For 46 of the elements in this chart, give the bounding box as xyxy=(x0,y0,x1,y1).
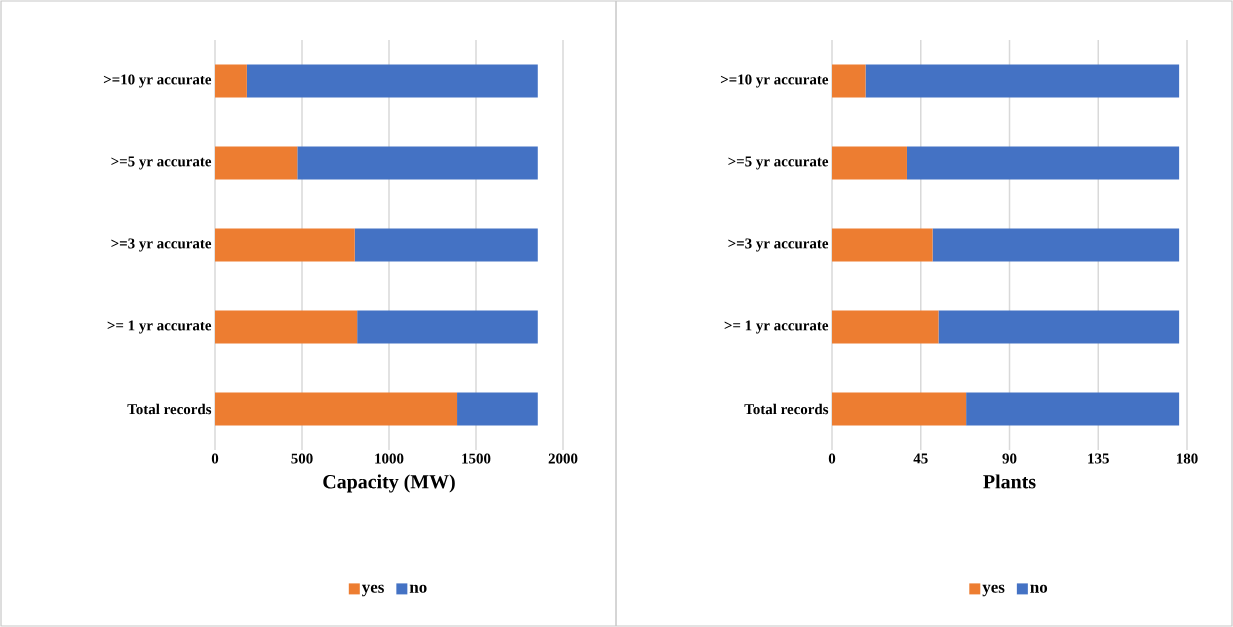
bar xyxy=(297,146,538,180)
x-axis-title: Capacity (MW) xyxy=(323,474,455,493)
x-tick-label: 90 xyxy=(1002,453,1017,464)
bar xyxy=(832,64,866,98)
x-tick-label: 2000 xyxy=(548,453,578,464)
bar xyxy=(215,228,355,262)
legend-label: no xyxy=(1030,584,1048,593)
bar xyxy=(832,310,939,344)
bar xyxy=(215,146,298,180)
y-tick-label: >= 1 yr accurate xyxy=(107,320,212,334)
y-tick-label: >=10 yr accurate xyxy=(720,74,829,88)
y-tick-label: >=3 yr accurate xyxy=(728,238,829,252)
y-tick-label: >=10 yr accurate xyxy=(103,74,212,88)
y-tick-label: >= 1 yr accurate xyxy=(724,320,829,334)
bar xyxy=(966,392,1180,426)
bar xyxy=(938,310,1180,344)
bar xyxy=(357,310,538,344)
bar xyxy=(832,146,907,180)
bar xyxy=(906,146,1180,180)
legend-label: yes xyxy=(361,584,384,597)
x-tick-label: 180 xyxy=(1177,453,1198,464)
bar xyxy=(215,392,458,426)
x-axis-title: Plants xyxy=(983,474,1036,489)
y-tick-label: >=5 yr accurate xyxy=(728,156,829,170)
x-tick-label: 0 xyxy=(211,453,219,464)
y-tick-label: >=3 yr accurate xyxy=(111,238,212,252)
legend-label: no xyxy=(409,584,427,593)
y-tick-label: Total records xyxy=(744,403,829,415)
y-tick-label: Total records xyxy=(127,403,212,415)
bar xyxy=(215,310,358,344)
x-tick-label: 1000 xyxy=(375,453,404,464)
bar xyxy=(932,228,1180,262)
bar xyxy=(457,392,538,426)
x-tick-label: 45 xyxy=(913,453,928,464)
bar xyxy=(215,64,247,98)
x-tick-label: 1500 xyxy=(462,453,491,464)
bar xyxy=(832,392,967,426)
bar xyxy=(865,64,1180,98)
bar xyxy=(354,228,538,262)
bar xyxy=(246,64,538,98)
bar xyxy=(832,228,933,262)
x-tick-label: 0 xyxy=(828,453,836,464)
y-tick-label: >=5 yr accurate xyxy=(111,156,212,170)
x-tick-label: 500 xyxy=(291,453,313,464)
x-tick-label: 135 xyxy=(1088,453,1109,464)
legend-label: yes xyxy=(982,584,1005,597)
